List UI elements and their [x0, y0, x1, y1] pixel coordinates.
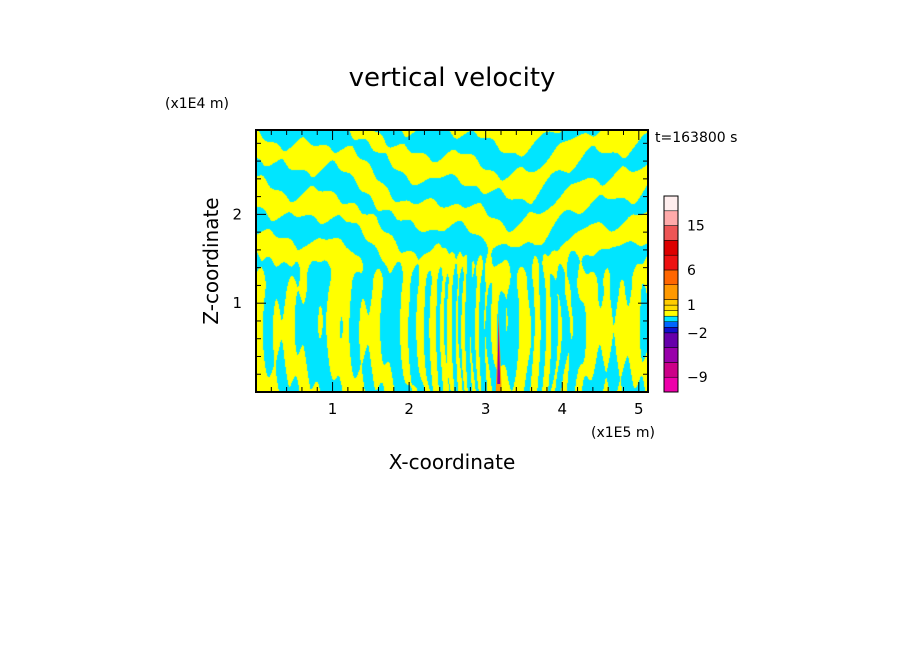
x-axis-ticks: 1 2 3 4 5 [270, 130, 644, 418]
colorbar-level [663, 304, 679, 311]
chart-title: vertical velocity [349, 63, 556, 93]
colorbar-level [663, 362, 679, 378]
y-tick-label: 2 [232, 205, 242, 223]
y-axis-ticks: 12 [232, 142, 648, 375]
colorbar-level [663, 321, 679, 328]
colorbar-level [663, 299, 679, 306]
x-tick-label: 3 [481, 400, 491, 418]
colorbar-tick-label: −9 [687, 370, 708, 386]
colorbar-level [663, 347, 679, 363]
colorbar-tick-label: 6 [687, 263, 696, 279]
x-tick-label: 4 [557, 400, 567, 418]
colorbar-level [663, 254, 679, 271]
y-tick-label: 1 [232, 294, 242, 312]
time-label: t=163800 s [655, 130, 737, 146]
x-tick-label: 1 [328, 400, 338, 418]
colorbar-level [663, 210, 679, 226]
colorbar: 15 6 1 −2 −9 [663, 195, 708, 393]
colorbar-level [663, 225, 679, 241]
x-axis-label: X-coordinate [389, 450, 516, 474]
colorbar-level [663, 310, 679, 317]
colorbar-level [663, 284, 679, 300]
colorbar-tick-label: 1 [687, 298, 696, 314]
colorbar-level [663, 240, 679, 256]
velocity-field [256, 130, 648, 392]
plot-frame [255, 129, 649, 393]
x-unit-label: (x1E5 m) [591, 425, 655, 441]
colorbar-level [663, 332, 679, 348]
y-unit-label: (x1E4 m) [165, 96, 229, 112]
colorbar-level [663, 327, 679, 334]
colorbar-tick-label: −2 [687, 326, 708, 342]
colorbar-level [663, 376, 679, 393]
x-tick-label: 5 [634, 400, 644, 418]
colorbar-frame [663, 195, 679, 393]
colorbar-level [663, 195, 679, 212]
x-tick-label: 2 [404, 400, 414, 418]
updraft-core [497, 320, 501, 384]
plot-area [255, 129, 649, 393]
colorbar-level [663, 269, 679, 286]
colorbar-level [663, 315, 679, 322]
colorbar-tick-label: 15 [687, 219, 705, 235]
y-axis-label: Z-coordinate [199, 197, 223, 324]
